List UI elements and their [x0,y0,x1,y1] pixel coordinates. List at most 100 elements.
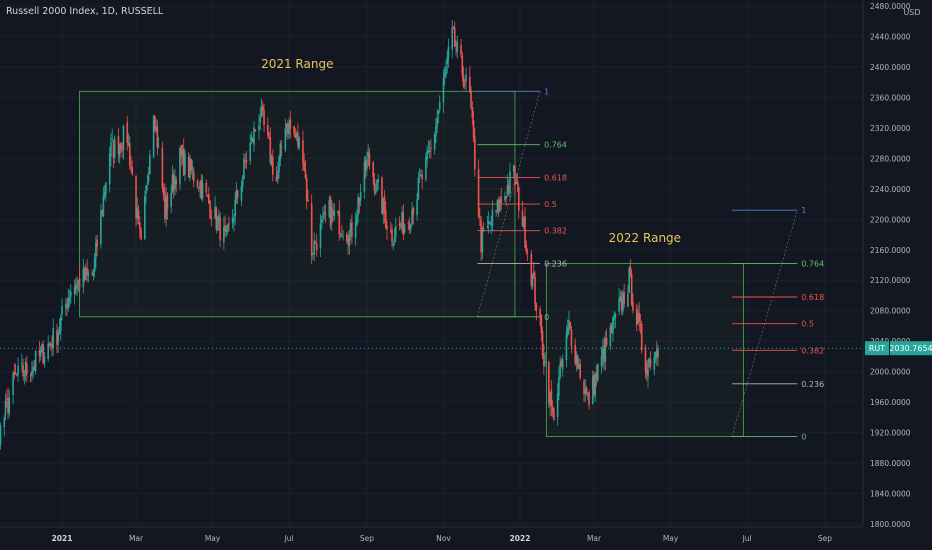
candle-body [452,26,455,29]
candle-body [103,192,106,197]
candle-body [149,154,151,175]
candle-body [184,154,186,174]
candle-body [187,156,190,178]
candle-body [417,177,420,200]
candle-body [284,128,287,150]
time-tick-label: May [663,534,679,543]
candle-body [314,241,317,244]
candle-body [500,196,502,203]
fib-level-label: 0.5 [801,320,814,329]
candle-body [261,106,264,111]
candle-series[interactable] [0,20,659,516]
candle-body [602,348,604,359]
candle-body [135,176,137,218]
candle-body [605,338,608,346]
fib-level-label: 0.618 [544,173,567,182]
candle-body [421,174,423,180]
time-tick-label: Sep [360,534,374,543]
range-box-2021[interactable] [79,90,516,318]
candle-body [436,117,438,127]
candle-body [556,393,559,418]
candle-body [280,146,283,147]
candle-body [38,350,41,356]
last-price-tag: RUT 2030.7654 [865,341,932,356]
candle-body [224,225,226,231]
candle-body [260,105,263,118]
candle-body [612,317,614,334]
candle-body [190,159,193,171]
time-tick-label: Mar [587,534,602,543]
candle-body [339,233,342,235]
candle-body [649,359,652,367]
candle-body [304,169,307,178]
candle-body [307,199,309,202]
candle-body [249,142,252,161]
candle-body [112,140,115,158]
candle-body [481,228,484,253]
candle-body [544,361,546,364]
candle-body [358,197,361,204]
candle-body [455,49,457,50]
candle-body [320,219,323,223]
candle-body [305,178,308,201]
fib-level-label: 0.236 [544,259,567,268]
candle-body [16,375,18,377]
candle-body [164,192,166,219]
candle-body [337,210,339,214]
price-tick-label: 2160.0000 [870,246,911,255]
currency-label: USD [903,8,920,17]
time-axis[interactable]: 2021 Mar May Jul Sep Nov 2022 Mar May Jul Sep [52,534,833,543]
candle-body [253,127,255,145]
candle-body [182,147,185,176]
candle-body [294,133,297,138]
chart-title: Russell 2000 Index, 1D, RUSSELL [6,6,164,17]
candle-body [92,272,95,276]
candle-body [376,180,378,191]
price-tick-label: 2480.0000 [870,2,911,11]
candle-body [402,212,405,235]
candle-body [216,217,219,231]
candle-body [66,306,68,309]
candle-body [550,389,553,407]
candle-body [324,213,327,216]
candle-body [619,296,622,301]
candle-body [364,159,367,172]
candle-body [137,209,140,220]
candle-body [579,363,582,379]
candle-body [489,223,491,225]
time-tick-label: Jul [742,534,752,543]
candle-body [506,185,509,196]
candle-body [313,240,316,255]
candle-body [349,222,352,231]
candle-body [465,74,467,82]
candle-body [418,177,421,179]
candle-body [637,313,639,324]
candle-body [586,394,589,396]
candle-body [166,194,169,210]
candle-body [201,182,204,199]
candle-body [175,179,177,185]
candle-body [172,174,175,191]
candle-body [479,216,481,219]
candle-body [591,376,594,404]
candle-body [57,332,60,343]
price-tick-label: 1840.0000 [870,490,911,499]
candle-body [428,150,431,153]
candle-body [341,234,343,236]
candle-body [515,182,518,185]
candle-body [451,27,454,50]
candle-body [278,156,280,172]
candle-body [632,302,634,311]
price-tick-label: 1800.0000 [870,520,911,529]
candle-body [426,150,428,160]
candle-body [259,117,262,123]
candle-body [477,168,480,217]
candle-body [416,199,418,216]
candle-body [474,136,476,170]
candle-body [328,199,331,217]
candle-body [67,298,70,309]
candle-body [516,180,519,185]
candle-body [76,282,78,291]
candle-body [575,353,578,365]
